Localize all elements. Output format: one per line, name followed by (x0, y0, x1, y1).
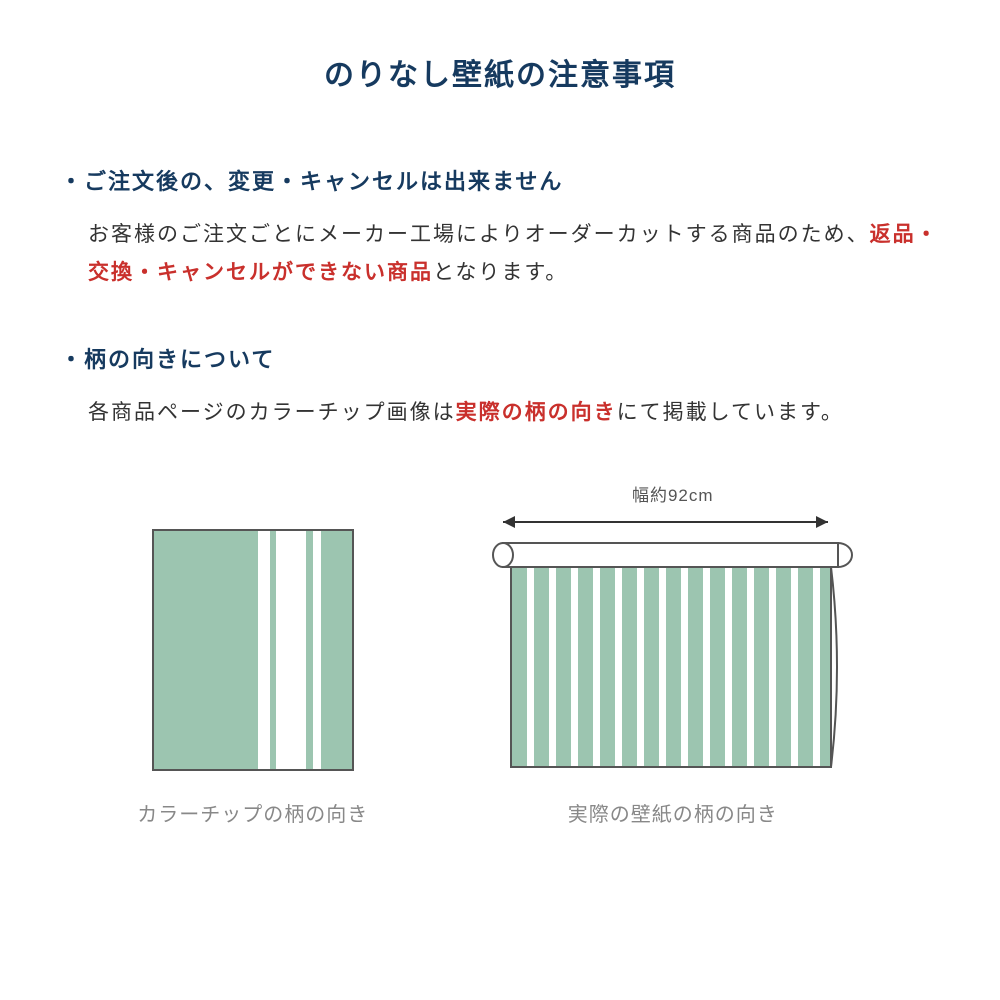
wallpaper-caption: 実際の壁紙の柄の向き (568, 798, 778, 827)
diagram-actual-wallpaper: 幅約92cm (483, 481, 863, 827)
section1-heading: ・ご注文後の、変更・キャンセルは出来ません (60, 164, 940, 196)
section1-body-post: となります。 (433, 261, 568, 284)
section2-highlight: 実際の柄の向き (456, 401, 617, 424)
section2-heading: ・柄の向きについて (60, 342, 940, 374)
diagram-row: カラーチップの柄の向き 幅約92cm (60, 481, 940, 827)
section1-body-pre: お客様のご注文ごとにメーカー工場によりオーダーカットする商品のため、 (88, 223, 870, 246)
wallpaper-roll-icon (483, 510, 863, 780)
page-title: のりなし壁紙の注意事項 (60, 50, 940, 94)
color-chip-caption: カラーチップの柄の向き (137, 798, 368, 827)
section-cancel-policy: ・ご注文後の、変更・キャンセルは出来ません お客様のご注文ごとにメーカー工場によ… (60, 164, 940, 292)
section-pattern-direction: ・柄の向きについて 各商品ページのカラーチップ画像は実際の柄の向きにて掲載してい… (60, 342, 940, 432)
section2-body-pre: 各商品ページのカラーチップ画像は (88, 401, 456, 424)
diagram-color-chip: カラーチップの柄の向き (137, 520, 368, 827)
section1-body: お客様のご注文ごとにメーカー工場によりオーダーカットする商品のため、返品・交換・… (60, 216, 940, 292)
width-label: 幅約92cm (632, 481, 714, 506)
section2-body: 各商品ページのカラーチップ画像は実際の柄の向きにて掲載しています。 (60, 394, 940, 432)
color-chip-swatch-icon (138, 520, 368, 780)
section2-body-post: にて掲載しています。 (617, 401, 844, 424)
